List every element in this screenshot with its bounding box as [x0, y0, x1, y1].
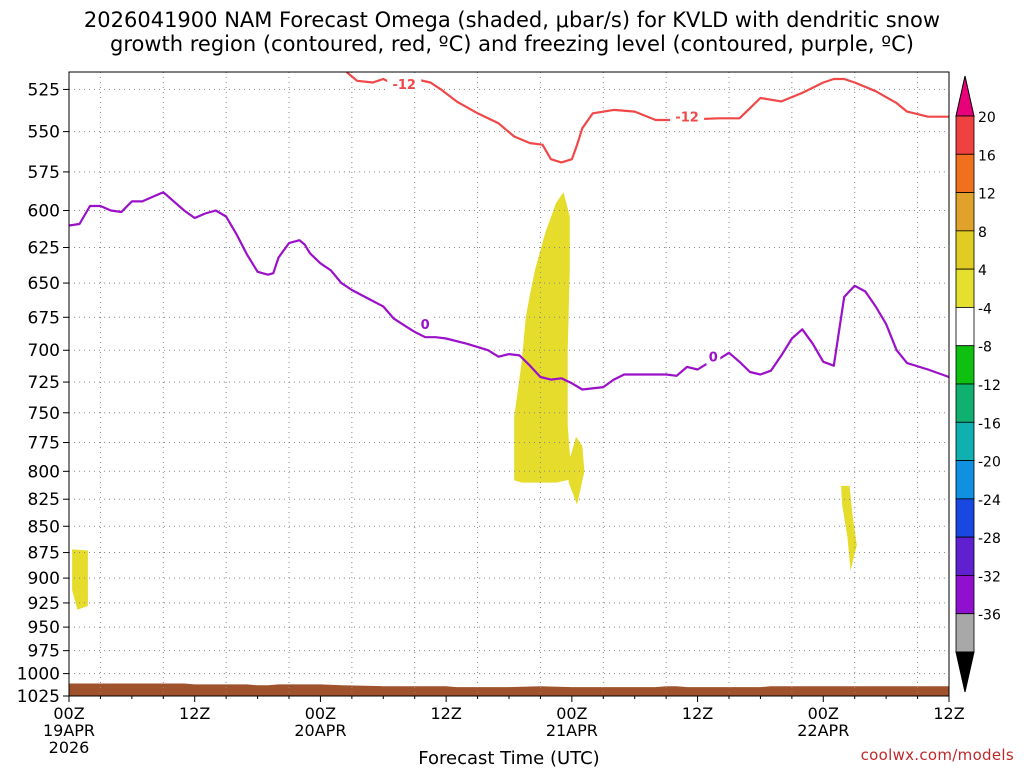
colorbar-label: -16 — [978, 416, 1001, 432]
contour-label: 0 — [709, 351, 718, 366]
x-tick-label: 21APR — [546, 721, 598, 740]
colorbar-label: -28 — [978, 531, 1001, 547]
colorbar-swatch — [955, 307, 975, 347]
colorbar-swatch — [955, 460, 975, 500]
y-tick-label: 875 — [28, 544, 60, 564]
y-tick-label: 625 — [28, 239, 60, 259]
colorbar-label: 4 — [978, 263, 987, 279]
colorbar-legend: 20 16 12 8 4 -4 -8 -12 -16 -20 -24 -28 -32 -36 — [955, 75, 1001, 693]
colorbar-swatch — [955, 575, 975, 615]
omega-shaded-region-4 — [841, 485, 857, 571]
colorbar-label: 8 — [978, 225, 987, 241]
colorbar-swatch — [955, 383, 975, 423]
omega-shaded-region-1 — [72, 549, 88, 610]
y-tick-label: 700 — [28, 341, 60, 361]
omega-shaded-region-3 — [568, 436, 585, 505]
colorbar-swatch — [955, 498, 975, 538]
y-tick-label: 725 — [28, 373, 60, 393]
colorbar-label: -4 — [978, 301, 992, 317]
contour-label-bg — [670, 108, 705, 125]
terrain-fill — [69, 683, 949, 696]
colorbar-swatch — [955, 345, 975, 385]
y-tick-label: 900 — [28, 569, 60, 589]
y-tick-label: 825 — [28, 490, 60, 510]
x-tick-label: 12Z — [430, 704, 461, 723]
x-axis-label: Forecast Time (UTC) — [418, 748, 599, 768]
y-tick-label: 800 — [28, 462, 60, 482]
y-tick-label: 1025 — [17, 687, 60, 707]
x-tick-label: 20APR — [294, 721, 346, 740]
colorbar-swatch — [955, 230, 975, 270]
y-tick-label: 650 — [28, 274, 60, 294]
omega-shading-layer — [72, 192, 857, 610]
x-tick-label: 00Z — [305, 704, 336, 723]
x-tick-label: 12Z — [682, 704, 713, 723]
colorbar-swatch — [955, 268, 975, 308]
colorbar-swatch — [955, 115, 975, 155]
contour-label: -12 — [392, 78, 416, 93]
terrain-layer — [69, 683, 949, 696]
contour-label: -12 — [675, 111, 699, 126]
colorbar-swatch — [955, 153, 975, 193]
colorbar-swatch — [955, 613, 975, 653]
y-axis: 525 550 575 600 625 650 675 700 725 750 775 800 825 8… — [17, 80, 69, 707]
y-tick-label: 600 — [28, 201, 60, 221]
colorbar-label: 12 — [978, 187, 996, 203]
x-tick-label: 22APR — [797, 721, 849, 740]
colorbar-label: 16 — [978, 148, 996, 164]
freezing-level-contour — [69, 191, 949, 391]
colorbar-label: -20 — [978, 455, 1001, 471]
omega-shaded-region-2 — [514, 192, 578, 483]
y-tick-label: 1000 — [17, 665, 60, 685]
grid-layer — [69, 72, 949, 696]
colorbar-label: -8 — [978, 340, 992, 356]
plot-frame — [68, 71, 950, 697]
x-tick-label: 00Z — [808, 704, 839, 723]
x-tick-label: 00Z — [53, 704, 84, 723]
source-credit: coolwx.com/models — [860, 746, 1014, 764]
y-tick-label: 850 — [28, 517, 60, 537]
y-tick-label: 950 — [28, 618, 60, 638]
y-tick-label: 675 — [28, 308, 60, 328]
colorbar-bottom-arrow — [955, 651, 975, 693]
chart-title-line-2: growth region (contoured, red, ºC) and f… — [110, 32, 914, 56]
y-tick-label: 550 — [28, 123, 60, 143]
colorbar-label: -12 — [978, 378, 1001, 394]
y-tick-label: 975 — [28, 642, 60, 662]
colorbar-label: -24 — [978, 493, 1001, 509]
y-tick-label: 750 — [28, 404, 60, 424]
x-tick-label: 00Z — [556, 704, 587, 723]
y-tick-label: 575 — [28, 163, 60, 183]
colorbar-label: 20 — [978, 110, 996, 126]
colorbar-top-arrow — [955, 75, 975, 117]
contour-label-bg — [706, 348, 721, 365]
y-tick-label: 925 — [28, 594, 60, 614]
colorbar-label: -36 — [978, 608, 1001, 624]
x-tick-label: 19APR — [43, 721, 95, 740]
colorbar-swatch — [955, 421, 975, 461]
chart-title-line-1: 2026041900 NAM Forecast Omega (shaded, μ… — [83, 8, 941, 32]
x-tick-label: 12Z — [179, 704, 210, 723]
x-tick-label: 12Z — [933, 704, 964, 723]
y-tick-label: 775 — [28, 434, 60, 454]
contour-label-bg — [418, 315, 433, 332]
colorbar-label: -32 — [978, 569, 1001, 585]
x-tick-label: 2026 — [49, 738, 90, 757]
contour-label-layer: -12 -12 0 0 — [387, 76, 721, 366]
y-tick-label: 525 — [28, 80, 60, 100]
colorbar-swatch — [955, 536, 975, 576]
colorbar-swatch — [955, 192, 975, 232]
contour-label-bg — [387, 76, 422, 93]
contour-label: 0 — [421, 318, 430, 333]
dgz-minus12-contour — [345, 72, 949, 164]
contour-layer — [69, 72, 949, 391]
